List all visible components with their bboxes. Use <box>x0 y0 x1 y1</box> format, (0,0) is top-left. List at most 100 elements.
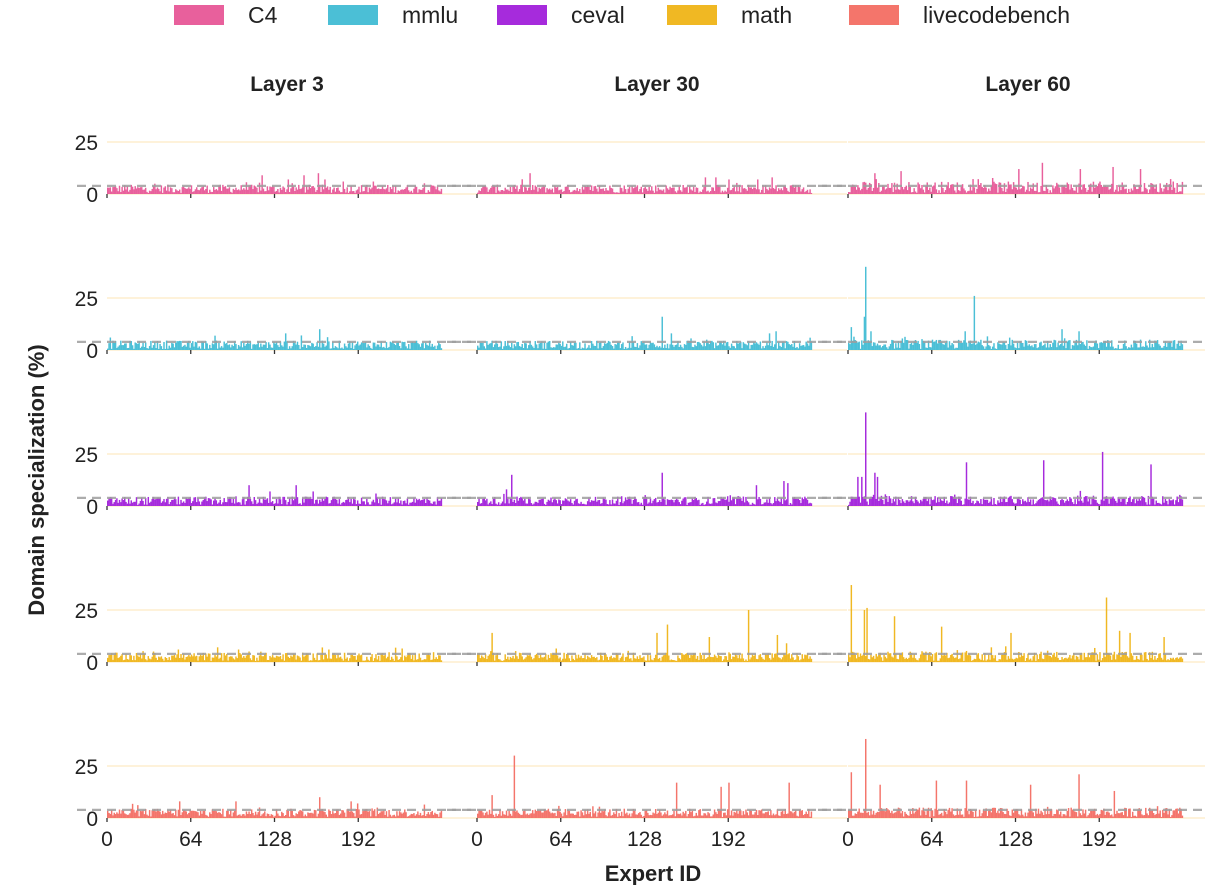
bar <box>1133 815 1135 818</box>
bar <box>854 497 856 506</box>
bar <box>910 342 913 350</box>
bar <box>182 501 185 506</box>
bar <box>755 189 758 194</box>
bar <box>560 504 563 506</box>
bar <box>552 813 555 818</box>
bar <box>282 813 284 818</box>
bar <box>219 499 221 506</box>
bar <box>885 496 888 506</box>
bar <box>961 342 964 350</box>
bar <box>236 190 239 194</box>
bar <box>223 341 225 350</box>
bar <box>772 188 775 194</box>
bar <box>564 346 567 350</box>
bar <box>288 658 291 662</box>
bar <box>1079 344 1082 350</box>
bar <box>653 813 656 818</box>
bar <box>151 347 153 350</box>
bar <box>122 660 125 662</box>
bar <box>159 191 161 194</box>
bar <box>1176 183 1178 194</box>
bar <box>670 333 673 350</box>
bar <box>345 346 347 350</box>
bar <box>760 504 763 506</box>
bar <box>999 807 1002 818</box>
bar <box>986 815 989 818</box>
bar <box>392 185 394 194</box>
bar <box>669 186 671 194</box>
bar <box>874 658 876 662</box>
bar <box>401 813 403 818</box>
bar <box>479 191 482 194</box>
bar <box>168 811 170 818</box>
bar <box>938 502 940 506</box>
bar <box>1120 812 1122 818</box>
bar <box>1067 501 1070 506</box>
bar <box>631 185 633 194</box>
bar <box>505 345 508 350</box>
bar <box>321 497 324 506</box>
bar <box>755 658 758 662</box>
bar <box>741 815 743 818</box>
bar <box>512 348 514 350</box>
bar <box>784 500 786 506</box>
bar <box>961 652 964 662</box>
bar <box>878 501 880 506</box>
bar <box>500 341 503 350</box>
bar <box>577 811 580 818</box>
bar <box>379 812 381 818</box>
bar <box>500 815 503 818</box>
bar <box>146 348 148 350</box>
bar <box>1094 342 1096 350</box>
bar <box>855 189 858 194</box>
bar <box>785 341 788 350</box>
bar <box>1105 186 1108 194</box>
bar <box>922 189 925 194</box>
bar <box>662 655 665 662</box>
bar <box>1002 191 1004 194</box>
bar <box>619 815 622 818</box>
bar <box>1172 657 1174 662</box>
bar <box>494 660 496 662</box>
bar <box>309 812 312 818</box>
bar <box>905 813 908 818</box>
bar <box>1053 339 1055 350</box>
bar <box>661 316 663 350</box>
bar <box>603 809 606 818</box>
bar <box>155 657 157 662</box>
bar <box>912 657 914 662</box>
bar <box>1158 653 1160 662</box>
bar <box>855 813 858 818</box>
bar <box>1176 496 1178 506</box>
bar <box>1126 348 1129 350</box>
bar <box>1035 190 1037 194</box>
bar <box>719 501 721 506</box>
bar <box>862 182 864 194</box>
bar <box>185 497 187 506</box>
bar <box>866 812 868 818</box>
bar <box>1141 654 1143 662</box>
legend-label: livecodebench <box>923 1 1071 28</box>
bar <box>480 655 483 662</box>
bar <box>301 497 304 506</box>
bar <box>1168 809 1171 818</box>
bar <box>978 342 981 350</box>
bar <box>1147 192 1150 194</box>
bar <box>1120 190 1122 194</box>
bar <box>613 348 615 350</box>
bar <box>1169 342 1172 350</box>
bar <box>988 810 990 818</box>
bar <box>1141 191 1143 194</box>
bar <box>346 499 348 506</box>
bar <box>545 653 547 662</box>
bar <box>750 504 752 506</box>
bar <box>227 660 229 662</box>
bar <box>878 812 880 818</box>
bar <box>936 660 939 662</box>
bar <box>274 657 276 662</box>
bar <box>647 654 649 662</box>
bar <box>787 654 789 662</box>
bar <box>658 346 661 350</box>
bar <box>1082 659 1084 662</box>
bar <box>270 814 273 818</box>
